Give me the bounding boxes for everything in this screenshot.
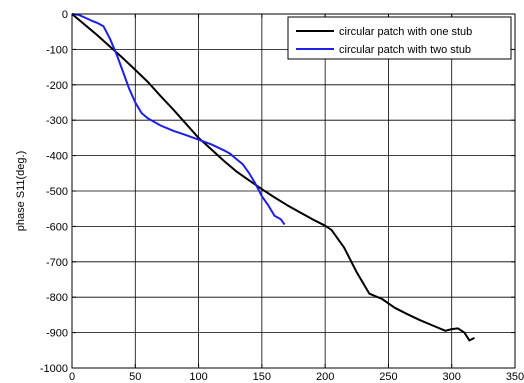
legend-label-two-stub: circular patch with two stub [339,44,471,56]
legend-box [287,16,512,60]
y-tick-label: -100 [46,44,68,56]
series-line-one-stub [71,13,475,342]
y-tick-label: -500 [46,186,68,198]
y-tick-label: -1000 [40,363,68,375]
legend-label-one-stub: circular patch with one stub [339,26,472,38]
x-tick-labels: 0 50 100 150 200 250 300 350 [69,371,524,383]
x-tick-label: 0 [69,371,75,383]
x-tick-label: 150 [253,371,271,383]
series-line-two-stub [71,13,286,226]
tick-marks [71,13,516,369]
y-tick-label: -200 [46,80,68,92]
x-tick-label: 350 [506,371,524,383]
grid [72,14,515,368]
x-tick-label: 100 [189,371,207,383]
y-axis-label: phase S11(deg.) [15,151,27,232]
x-tick-label: 250 [379,371,397,383]
y-tick-label: -300 [46,115,68,127]
y-tick-label: -400 [46,151,68,163]
y-tick-label: -700 [46,257,68,269]
y-tick-labels: 0 -100 -200 -300 -400 -500 -600 -700 -800 -900 -10… [40,9,68,375]
legend: circular patch with one stub circular pa… [287,16,512,60]
y-tick-label: 0 [62,9,68,21]
y-tick-label: -600 [46,221,68,233]
y-tick-label: -900 [46,328,68,340]
series-layer [71,13,475,342]
y-tick-label: -800 [46,292,68,304]
x-tick-label: 300 [443,371,461,383]
x-tick-label: 50 [129,371,141,383]
x-tick-label: 200 [316,371,334,383]
